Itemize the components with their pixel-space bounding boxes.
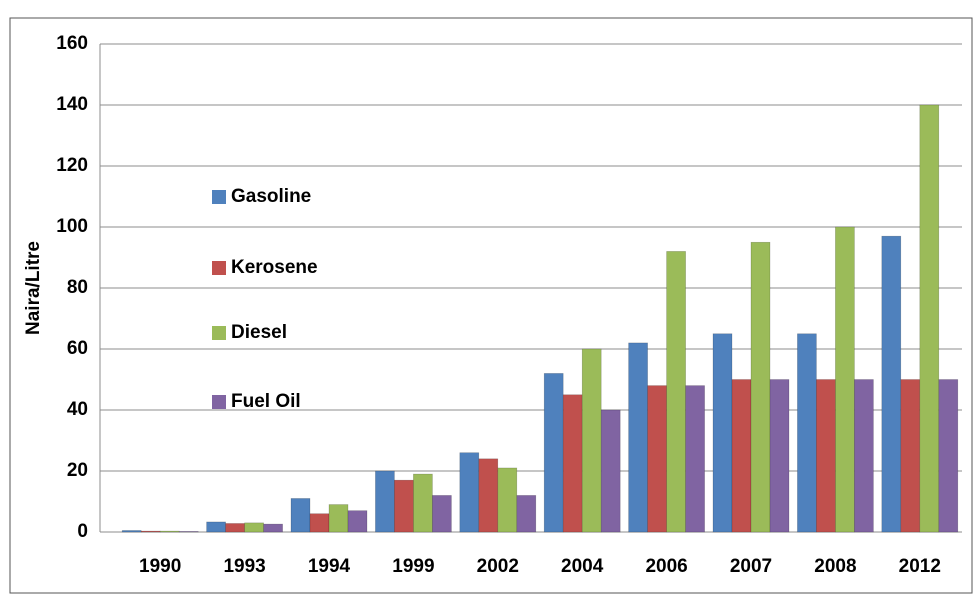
bar: [309, 513, 330, 533]
bar: [394, 479, 414, 533]
bar: [290, 498, 311, 533]
bar: [543, 373, 564, 533]
bar: [121, 530, 142, 533]
y-tick-label: 20: [67, 460, 88, 481]
legend-swatch: [212, 261, 226, 275]
legend-label: Gasoline: [231, 186, 311, 207]
x-tick-label: 2008: [814, 556, 856, 577]
bar: [375, 470, 395, 533]
x-tick-label: 1999: [392, 556, 434, 577]
y-tick-label: 140: [56, 94, 88, 115]
legend-label: Diesel: [231, 322, 287, 343]
x-tick-label: 2002: [477, 556, 519, 577]
x-tick-label: 1993: [223, 556, 265, 577]
bar: [666, 251, 686, 533]
y-tick-label: 100: [56, 216, 88, 237]
x-tick-label: 2007: [730, 556, 772, 577]
x-tick-label: 2006: [645, 556, 687, 577]
bar: [919, 104, 940, 533]
y-axis-label: Naira/Litre: [23, 241, 44, 335]
legend-label: Fuel Oil: [231, 391, 301, 412]
x-tick-label: 1990: [139, 556, 181, 577]
bar: [628, 342, 648, 533]
bar: [816, 379, 836, 533]
bar: [225, 523, 245, 533]
legend-swatch: [212, 190, 226, 204]
y-tick-label: 40: [67, 399, 88, 420]
bar: [206, 521, 226, 533]
bar: [712, 333, 733, 533]
y-tick-label: 0: [77, 521, 88, 542]
bar: [516, 495, 537, 533]
bar: [835, 226, 855, 533]
bar: [140, 530, 161, 533]
x-tick-label: 1994: [308, 556, 351, 577]
bar: [159, 530, 180, 533]
bar: [328, 504, 349, 533]
x-tick-label: 2012: [899, 556, 941, 577]
bar: [178, 531, 199, 533]
bar: [432, 495, 452, 533]
bar: [881, 235, 902, 533]
bar: [478, 458, 499, 533]
bar: [581, 348, 602, 533]
legend-swatch: [212, 395, 226, 409]
bar: [244, 522, 264, 533]
bar: [685, 385, 705, 533]
y-tick-label: 60: [67, 338, 88, 359]
bar: [459, 452, 480, 533]
bar: [750, 241, 771, 533]
y-tick-label: 160: [56, 33, 88, 54]
bar: [347, 510, 368, 533]
bar: [263, 523, 283, 533]
bar: [647, 385, 667, 533]
bar: [497, 467, 518, 533]
bar: [731, 379, 752, 533]
y-tick-label: 120: [56, 155, 88, 176]
bar: [900, 379, 921, 533]
x-tick-label: 2004: [561, 556, 604, 577]
bar: [769, 379, 790, 533]
y-tick-label: 80: [67, 277, 88, 298]
bar: [600, 409, 621, 533]
bar: [797, 333, 817, 533]
legend-swatch: [212, 326, 226, 340]
bar: [562, 394, 583, 533]
legend-label: Kerosene: [231, 257, 318, 278]
bar: [854, 379, 874, 533]
bar: [413, 473, 433, 533]
bar: [938, 379, 959, 533]
